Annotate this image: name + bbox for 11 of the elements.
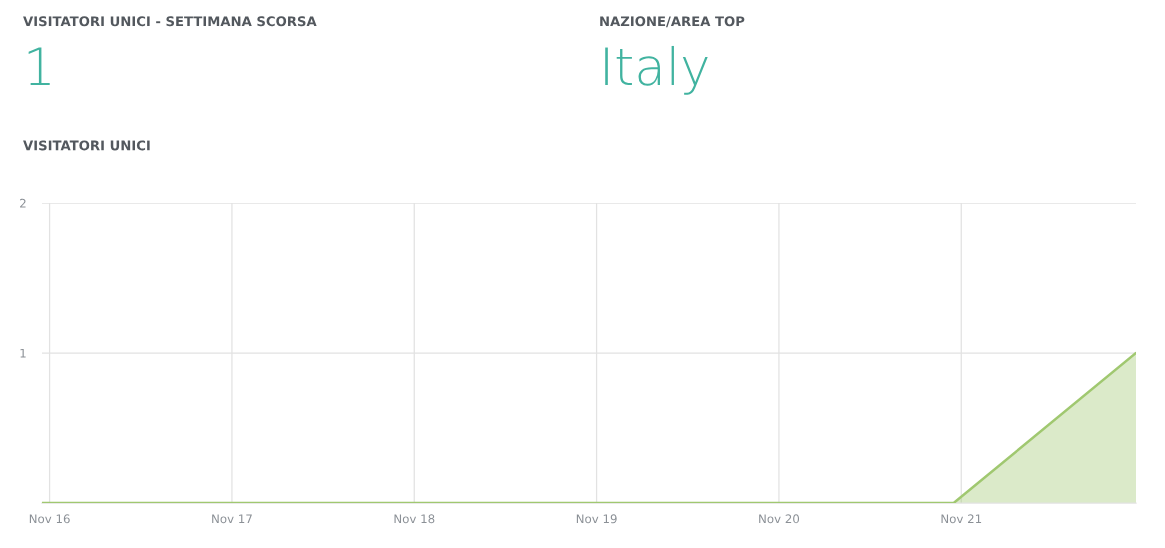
x-tick-label: Nov 21 [941,514,982,524]
x-tick-label: Nov 18 [394,514,435,524]
text: VISITATORI UNICI - SETTIMANA SCORSA [23,16,317,27]
x-tick-label: Nov 17 [212,514,252,524]
text: Italy [605,45,708,95]
x-tick-label: Nov 20 [759,514,800,524]
y-tick-label: 2 [20,198,26,208]
chart-title: VISITATORI UNICI [23,140,150,151]
x-tick-label: Nov 19 [576,514,617,524]
text: NAZIONE/AREA TOP [600,16,745,28]
x-tick-label: Nov 16 [29,514,70,524]
